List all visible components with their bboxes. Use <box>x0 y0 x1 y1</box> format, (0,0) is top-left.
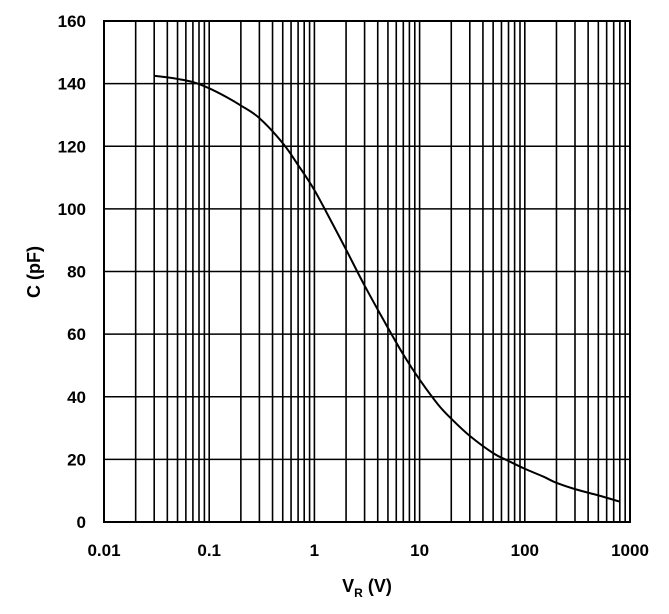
x-axis-label: VR (V) <box>342 576 392 600</box>
grid <box>103 20 631 523</box>
x-axis-label-main: V <box>342 576 354 596</box>
x-tick-label: 10 <box>410 541 429 560</box>
x-axis-label-unit: (V) <box>368 576 392 596</box>
y-tick-label: 140 <box>58 75 86 94</box>
y-tick-label: 0 <box>77 513 86 532</box>
y-tick-label: 120 <box>58 137 86 156</box>
plot-frame <box>103 20 631 523</box>
y-axis-tick-labels: 0 20 40 60 80 100 120 140 160 <box>58 12 86 532</box>
y-tick-label: 20 <box>67 450 86 469</box>
series-line <box>154 74 621 503</box>
y-tick-label: 100 <box>58 200 86 219</box>
x-tick-label: 0.1 <box>197 541 221 560</box>
x-axis-label-subscript: R <box>354 586 363 600</box>
x-tick-label: 1 <box>310 541 319 560</box>
x-axis-tick-labels: 0.01 0.1 1 10 100 1000 <box>87 541 648 560</box>
x-tick-label: 1000 <box>611 541 649 560</box>
y-tick-label: 160 <box>58 12 86 31</box>
x-tick-label: 0.01 <box>87 541 120 560</box>
y-tick-label: 40 <box>67 388 86 407</box>
x-tick-label: 100 <box>511 541 539 560</box>
y-tick-label: 60 <box>67 325 86 344</box>
y-axis-label: C (pF) <box>24 246 44 298</box>
y-tick-label: 80 <box>67 263 86 282</box>
